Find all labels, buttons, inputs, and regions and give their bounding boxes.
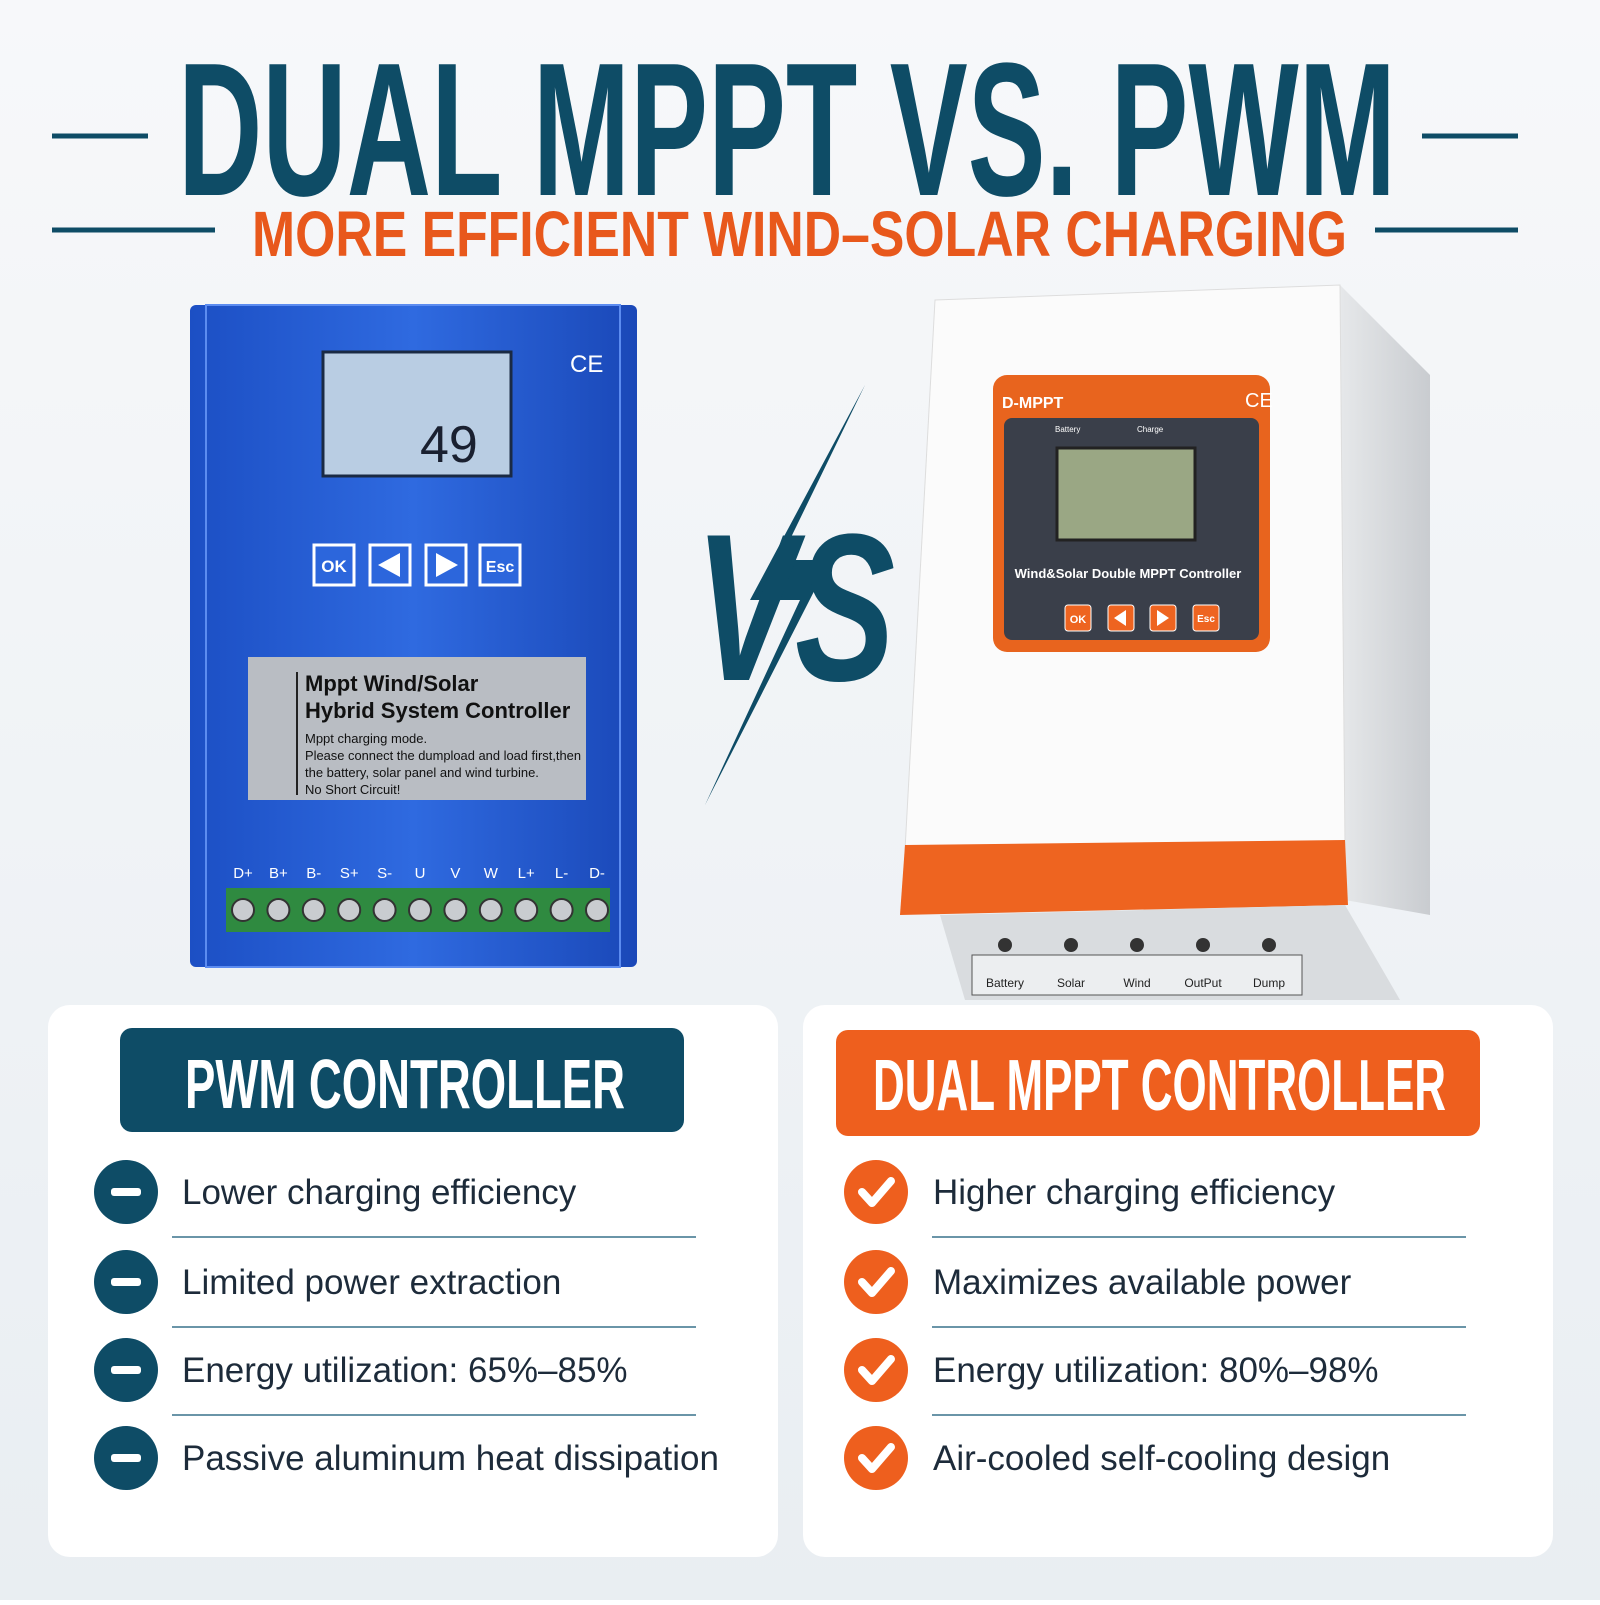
terminal-label: B- — [306, 865, 321, 882]
arrow — [378, 553, 400, 577]
terminal-strip — [971, 954, 1303, 996]
title: DUAL MPPT VS. PWM — [178, 24, 1396, 236]
terminal-hole — [1196, 938, 1210, 952]
terminal-label: U — [415, 865, 426, 882]
arrow — [1114, 610, 1126, 626]
item-icon — [844, 1426, 908, 1490]
item-icon — [844, 1338, 908, 1402]
label-note: Mppt charging mode. — [305, 731, 427, 746]
terminal-label: S+ — [340, 865, 359, 882]
button-label: Esc — [486, 559, 515, 576]
terminal-hole — [1064, 938, 1078, 952]
lcd — [321, 350, 513, 478]
item-icon — [844, 1160, 908, 1224]
label-note: Please connect the dumpload and load fir… — [305, 748, 581, 763]
arrow — [1157, 610, 1169, 626]
label-note: No Short Circuit! — [305, 782, 400, 797]
minus — [111, 1278, 141, 1286]
orange-band — [900, 840, 1348, 915]
terminal-label: L- — [555, 865, 568, 882]
screw — [372, 898, 397, 922]
terminal-label: D+ — [233, 865, 253, 882]
ce-mark: CE — [570, 351, 603, 378]
indicator: Battery — [1055, 425, 1080, 434]
terminal-label: Battery — [986, 976, 1024, 990]
minus — [111, 1366, 141, 1374]
terminal-label: L+ — [518, 865, 535, 882]
device-edge — [205, 304, 621, 968]
terminal-label: B+ — [269, 865, 288, 882]
screw — [337, 898, 362, 922]
device-body — [190, 305, 637, 967]
button — [1192, 604, 1220, 632]
lightning — [705, 385, 865, 805]
item-text: Maximizes available power — [933, 1263, 1352, 1302]
label-plate — [248, 657, 586, 800]
label-note: the battery, solar panel and wind turbin… — [305, 765, 539, 780]
screw — [514, 898, 539, 922]
terminal-label: S- — [377, 865, 392, 882]
label-title: Hybrid System Controller — [305, 698, 571, 723]
card — [48, 1005, 778, 1557]
card-title-bg — [836, 1030, 1480, 1136]
terminal-label: D- — [589, 865, 605, 882]
screw — [408, 898, 432, 922]
item-text: Lower charging efficiency — [182, 1173, 577, 1212]
screw — [231, 898, 255, 922]
terminal-label: Solar — [1057, 976, 1085, 990]
subtitle: MORE EFFICIENT WIND–SOLAR CHARGING — [252, 198, 1347, 270]
screw — [478, 898, 503, 922]
button-label: OK — [1070, 614, 1087, 626]
item-text: Higher charging efficiency — [933, 1173, 1336, 1212]
terminal-label: W — [484, 865, 499, 882]
terminal-hole — [1130, 938, 1144, 952]
item-text: Limited power extraction — [182, 1263, 561, 1302]
arrow — [436, 553, 458, 577]
terminal-label: OutPut — [1184, 976, 1222, 990]
terminal-label: Dump — [1253, 976, 1285, 990]
button-label: OK — [321, 557, 347, 576]
button — [312, 543, 356, 587]
terminal-hole — [998, 938, 1012, 952]
button — [1064, 604, 1092, 632]
card-title: DUAL MPPT CONTROLLER — [873, 1046, 1446, 1126]
minus — [111, 1454, 141, 1462]
lcd-value: 49 — [420, 416, 478, 474]
check — [858, 1267, 895, 1297]
terminal-hole — [1262, 938, 1276, 952]
vs: VS — [695, 490, 895, 725]
check — [858, 1443, 895, 1473]
device-side — [1340, 285, 1430, 915]
indicator: Charge — [1137, 425, 1164, 434]
item-text: Energy utilization: 65%–85% — [182, 1351, 628, 1390]
item-text: Passive aluminum heat dissipation — [182, 1439, 719, 1478]
label-title: Mppt Wind/Solar — [305, 671, 479, 696]
button-label: Esc — [1197, 614, 1215, 625]
screw — [443, 898, 468, 922]
card-title: PWM CONTROLLER — [185, 1045, 625, 1123]
item-text: Energy utilization: 80%–98% — [933, 1351, 1379, 1390]
screw — [266, 898, 291, 922]
pwm-device: 49 CE OK Esc Mppt Wind/Solar Hybrid Syst… — [190, 304, 637, 968]
item-icon — [844, 1250, 908, 1314]
screw — [301, 898, 326, 922]
button — [478, 543, 522, 587]
mppt-device: D-MPPT CE Battery Charge Wind&Solar Doub… — [900, 284, 1430, 1000]
terminal-label: Wind — [1123, 976, 1150, 990]
brand: D-MPPT — [1002, 395, 1064, 412]
lcd — [1055, 446, 1197, 542]
check — [858, 1177, 895, 1207]
card-title-bg — [120, 1028, 684, 1132]
card — [803, 1005, 1553, 1557]
item-text: Air-cooled self-cooling design — [933, 1439, 1390, 1478]
ce-mark: CE — [1245, 390, 1273, 412]
screw — [549, 898, 574, 922]
model: Wind&Solar Double MPPT Controller — [1015, 566, 1242, 581]
minus — [111, 1188, 141, 1196]
check — [858, 1355, 895, 1385]
screw — [585, 898, 609, 922]
terminal-label: V — [450, 865, 460, 882]
